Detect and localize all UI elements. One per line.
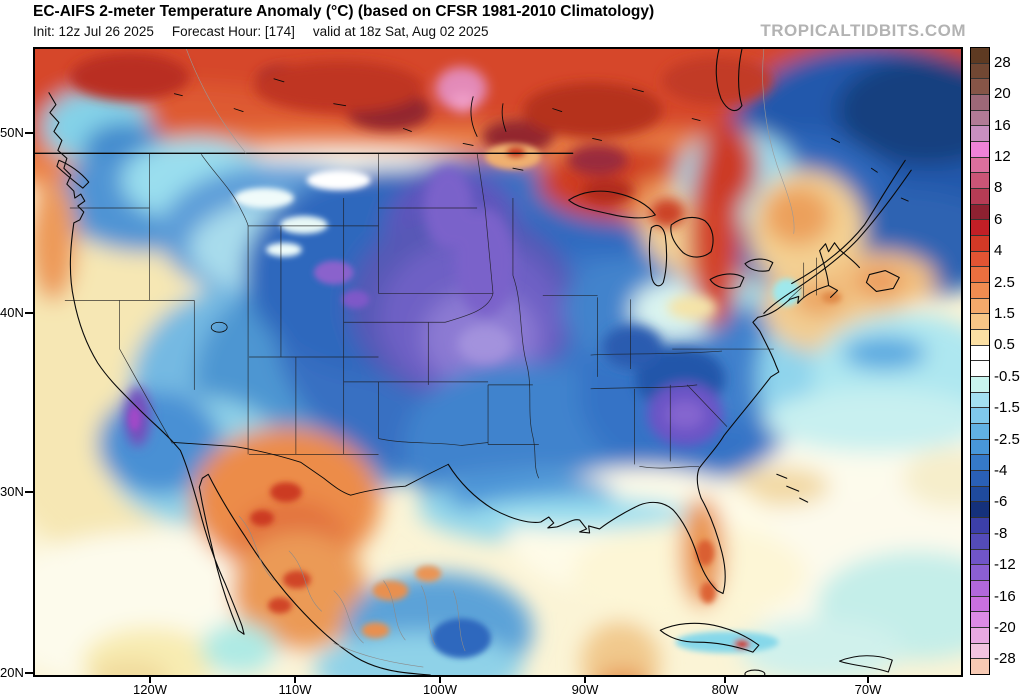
lon-tick (294, 677, 296, 683)
colorbar-cell (971, 408, 989, 425)
colorbar-cell (971, 157, 989, 174)
colorbar-cell (971, 267, 989, 284)
lat-label: 40N (0, 305, 24, 320)
colorbar-label: -8 (994, 524, 1008, 542)
anomaly-field-layer (35, 49, 961, 675)
state-border-layer (64, 153, 817, 479)
colorbar-cell (971, 79, 989, 96)
colorbar-cell (971, 330, 989, 346)
mexico-border-layer (186, 49, 795, 668)
colorbar-cell (971, 439, 989, 456)
colorbar-label: 2.5 (994, 273, 1015, 291)
colorbar-cell (971, 126, 989, 143)
colorbar-label: 0.5 (994, 336, 1015, 354)
colorbar-cell (971, 361, 989, 378)
lat-tick (25, 312, 33, 314)
colorbar-cell (971, 612, 989, 628)
colorbar-label: 1.5 (994, 304, 1015, 322)
lon-tick (584, 677, 586, 683)
colorbar-cell (971, 283, 989, 299)
colorbar-label: -28 (994, 650, 1016, 668)
page-title: EC-AIFS 2-meter Temperature Anomaly (°C)… (33, 3, 655, 20)
lat-tick (25, 132, 33, 134)
colorbar-label: 16 (994, 116, 1011, 134)
lat-label: 30N (0, 484, 24, 499)
colorbar (970, 47, 990, 675)
colorbar-label: 20 (994, 85, 1011, 103)
lon-label: 90W (571, 682, 599, 696)
colorbar-cell (971, 314, 989, 331)
colorbar-cell (971, 549, 989, 566)
lat-label: 50N (0, 125, 24, 140)
colorbar-cell (971, 518, 989, 534)
colorbar-cell (971, 455, 989, 472)
colorbar-cell (971, 392, 989, 409)
colorbar-label: -6 (994, 493, 1008, 511)
colorbar-cell (971, 643, 989, 660)
colorbar-cell (971, 110, 989, 127)
colorbar-cell (971, 63, 989, 80)
lon-tick (439, 677, 441, 683)
lon-label: 110W (278, 682, 312, 696)
colorbar-cell (971, 236, 989, 252)
colorbar-cell (971, 565, 989, 581)
colorbar-cell (971, 251, 989, 268)
lat-label: 20N (0, 665, 24, 680)
colorbar-label: -1.5 (994, 399, 1020, 417)
anomaly-map-svg (35, 49, 961, 675)
lat-tick (25, 672, 33, 674)
anomaly-map (33, 47, 963, 677)
lon-label: 70W (854, 682, 882, 696)
colorbar-cell (971, 95, 989, 111)
colorbar-cell (971, 424, 989, 440)
colorbar-cell (971, 596, 989, 613)
lon-label: 100W (423, 682, 457, 696)
colorbar-label: -0.5 (994, 367, 1020, 385)
valid-time: valid at 18z Sat, Aug 02 2025 (312, 24, 489, 39)
colorbar-label: 28 (994, 53, 1011, 71)
colorbar-label: -4 (994, 461, 1008, 479)
colorbar-cell (971, 298, 989, 315)
colorbar-label: 6 (994, 210, 1003, 228)
colorbar-cell (971, 377, 989, 393)
anomaly-detail-layer (69, 52, 772, 447)
colorbar-cell (971, 502, 989, 519)
colorbar-cell (971, 189, 989, 205)
colorbar-cell (971, 345, 989, 362)
colorbar-label: -12 (994, 556, 1016, 574)
lon-label: 80W (711, 682, 739, 696)
colorbar-cell (971, 173, 989, 190)
forecast-meta: Init: 12z Jul 26 2025 Forecast Hour: [174… (33, 24, 507, 39)
colorbar-cell (971, 580, 989, 597)
init-time: Init: 12z Jul 26 2025 (33, 24, 154, 39)
colorbar-cell (971, 204, 989, 221)
colorbar-cell (971, 486, 989, 503)
colorbar-cell (971, 48, 989, 64)
colorbar-cell (971, 627, 989, 644)
colorbar-cell (971, 533, 989, 550)
lon-tick (149, 677, 151, 683)
colorbar-label: -16 (994, 587, 1016, 605)
lat-tick (25, 491, 33, 493)
colorbar-label: 12 (994, 147, 1011, 165)
colorbar-label: -20 (994, 618, 1016, 636)
colorbar-label: 8 (994, 179, 1003, 197)
colorbar-cell (971, 220, 989, 237)
colorbar-label: 4 (994, 242, 1003, 260)
colorbar-cell (971, 142, 989, 158)
coastline-layer (35, 49, 912, 675)
lon-label: 120W (133, 682, 167, 696)
watermark: TROPICALTIDBITS.COM (760, 21, 966, 40)
lon-tick (867, 677, 869, 683)
colorbar-cell (971, 659, 989, 674)
colorbar-label: -2.5 (994, 430, 1020, 448)
lon-tick (724, 677, 726, 683)
colorbar-cell (971, 471, 989, 487)
forecast-hour: Forecast Hour: [174] (171, 24, 295, 39)
